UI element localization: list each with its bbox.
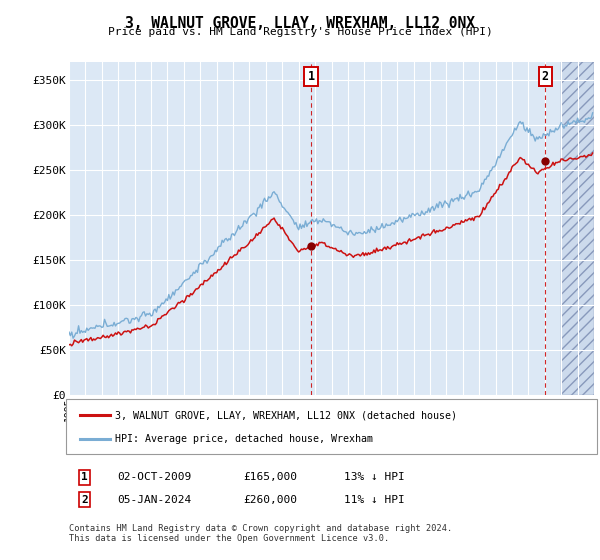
Text: HPI: Average price, detached house, Wrexham: HPI: Average price, detached house, Wrex… bbox=[115, 434, 373, 444]
Text: 11% ↓ HPI: 11% ↓ HPI bbox=[344, 494, 404, 505]
Text: 2: 2 bbox=[81, 494, 88, 505]
Text: 3, WALNUT GROVE, LLAY, WREXHAM, LL12 0NX (detached house): 3, WALNUT GROVE, LLAY, WREXHAM, LL12 0NX… bbox=[115, 410, 457, 421]
Text: 2: 2 bbox=[542, 70, 549, 83]
Text: 02-OCT-2009: 02-OCT-2009 bbox=[117, 472, 191, 482]
Bar bbox=[561, 62, 594, 395]
Text: 13% ↓ HPI: 13% ↓ HPI bbox=[344, 472, 404, 482]
Text: 3, WALNUT GROVE, LLAY, WREXHAM, LL12 0NX: 3, WALNUT GROVE, LLAY, WREXHAM, LL12 0NX bbox=[125, 16, 475, 31]
Text: Contains HM Land Registry data © Crown copyright and database right 2024.
This d: Contains HM Land Registry data © Crown c… bbox=[69, 524, 452, 543]
Text: Price paid vs. HM Land Registry's House Price Index (HPI): Price paid vs. HM Land Registry's House … bbox=[107, 27, 493, 37]
Text: £260,000: £260,000 bbox=[243, 494, 297, 505]
Text: 1: 1 bbox=[307, 70, 314, 83]
Text: 05-JAN-2024: 05-JAN-2024 bbox=[117, 494, 191, 505]
Text: £165,000: £165,000 bbox=[243, 472, 297, 482]
Text: 1: 1 bbox=[81, 472, 88, 482]
